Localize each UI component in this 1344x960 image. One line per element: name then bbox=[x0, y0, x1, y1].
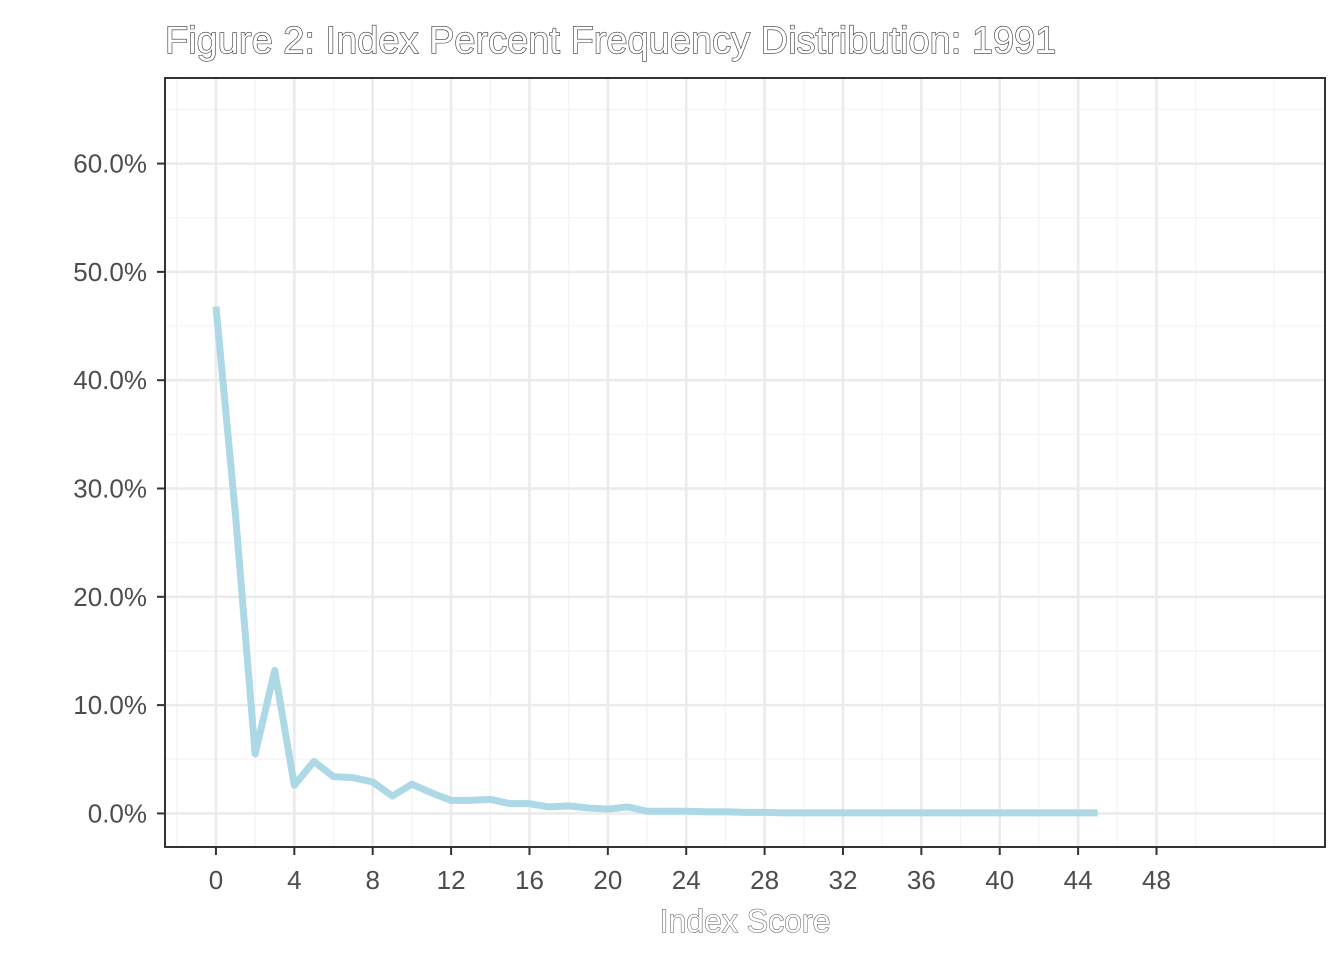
x-tick-label: 48 bbox=[1142, 865, 1171, 895]
x-tick-label: 16 bbox=[515, 865, 544, 895]
y-tick-label: 30.0% bbox=[73, 473, 147, 503]
x-tick-label: 4 bbox=[287, 865, 301, 895]
panel-background bbox=[165, 78, 1325, 847]
y-tick-label: 40.0% bbox=[73, 365, 147, 395]
x-tick-label: 28 bbox=[750, 865, 779, 895]
plot-panel: 0 4 8 12 16 20 24 28 32 36 40 44 480.0%10.0%20.0%30.… bbox=[73, 77, 1326, 895]
y-tick-label: 50.0% bbox=[73, 257, 147, 287]
x-tick-label: 20 bbox=[593, 865, 622, 895]
x-axis-title: Index Score bbox=[660, 903, 831, 939]
x-tick-label: 44 bbox=[1064, 865, 1093, 895]
x-tick-label: 0 bbox=[209, 865, 223, 895]
x-tick-label: 36 bbox=[907, 865, 936, 895]
x-tick-label: 40 bbox=[985, 865, 1014, 895]
x-tick-label: 12 bbox=[437, 865, 466, 895]
series-line bbox=[212, 306, 1098, 817]
y-tick-label: 10.0% bbox=[73, 690, 147, 720]
x-tick-label: 32 bbox=[829, 865, 858, 895]
x-tick-label: 24 bbox=[672, 865, 701, 895]
y-tick-label: 20.0% bbox=[73, 582, 147, 612]
panel-border bbox=[164, 77, 1326, 848]
y-tick-label: 60.0% bbox=[73, 149, 147, 179]
x-tick-label: 8 bbox=[365, 865, 379, 895]
chart-title: Figure 2: Index Percent Frequency Distri… bbox=[165, 20, 1056, 62]
y-tick-label: 0.0% bbox=[88, 798, 147, 828]
